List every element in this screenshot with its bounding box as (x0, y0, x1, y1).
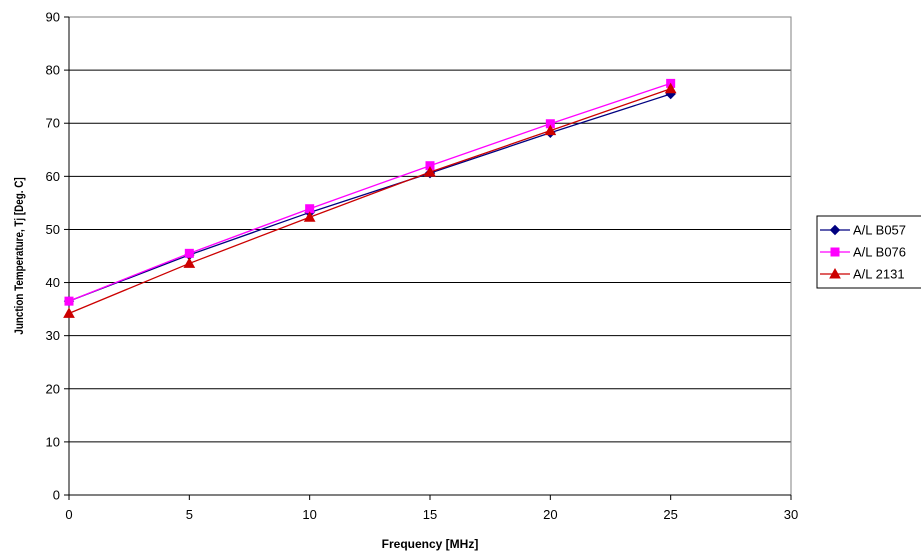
y-tick-label: 0 (53, 488, 60, 503)
legend-label: A/L B057 (853, 223, 906, 238)
legend-label: A/L B076 (853, 245, 906, 260)
plot-area-frame (68, 16, 792, 496)
x-tick-label: 25 (663, 507, 677, 522)
data-point (63, 307, 75, 318)
data-point (303, 211, 316, 222)
data-point (64, 296, 74, 306)
legend-label: A/L 2131 (853, 267, 905, 282)
legend-entry-2: A/L B076 (820, 245, 906, 260)
x-tick-label: 15 (423, 507, 437, 522)
x-tick-label: 5 (186, 507, 193, 522)
y-tick-label: 60 (46, 169, 60, 184)
y-tick-label: 10 (46, 434, 60, 449)
x-tick-label: 10 (302, 507, 316, 522)
data-point (183, 257, 196, 268)
x-axis-title: Frequency [MHz] (382, 537, 479, 551)
y-tick-label: 20 (46, 381, 60, 396)
legend: A/L B057 A/L B076 A/L 2131 (816, 215, 921, 289)
legend-marker (830, 247, 840, 257)
x-tick-label: 30 (784, 507, 798, 522)
series-1 (63, 88, 676, 307)
x-tick-label: 0 (65, 507, 72, 522)
legend-entry-1: A/L B057 (820, 223, 906, 238)
legend-marker (829, 267, 841, 279)
legend-marker (829, 224, 841, 236)
y-tick-label: 90 (46, 10, 60, 25)
x-tick-label: 20 (543, 507, 557, 522)
series-group (63, 78, 677, 318)
axes: 0 10 20 30 40 50 60 70 80 90 0 5 10 15 20 25 30 (46, 10, 799, 523)
data-point (184, 248, 194, 258)
data-point (424, 166, 436, 177)
series-line (68, 82, 671, 302)
gridlines (69, 16, 791, 443)
y-axis-title: Junction Temperature, Tj [Deg. C] (13, 177, 26, 335)
y-tick-label: 50 (46, 222, 60, 237)
y-tick-label: 80 (46, 63, 60, 78)
legend-entry-3: A/L 2131 (820, 267, 905, 282)
y-tick-label: 70 (46, 116, 60, 131)
data-point (544, 124, 557, 136)
data-point (664, 82, 677, 94)
series-line (68, 93, 671, 302)
series-line (68, 88, 671, 314)
series-3 (63, 82, 677, 318)
y-tick-label: 30 (46, 328, 60, 343)
y-tick-label: 40 (46, 275, 60, 290)
